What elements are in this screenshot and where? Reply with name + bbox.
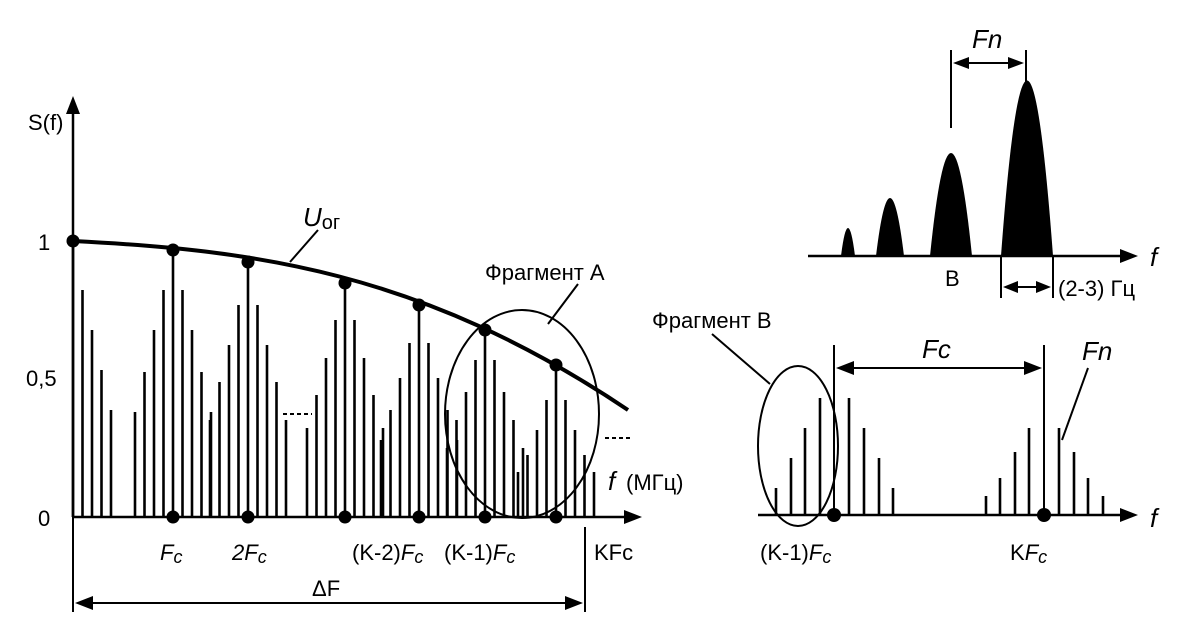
fragment-a-label: Фрагмент А (485, 260, 605, 285)
fragment-b-leader (711, 333, 771, 385)
x-axis-arrow (624, 510, 642, 524)
fn-arrow-right (1008, 57, 1024, 69)
axis-dot (338, 510, 352, 524)
x-tick-k2fc: (K-2)Fc (352, 540, 423, 567)
x-tick-kfc: KFc (594, 540, 633, 565)
w-arrow-right (1036, 281, 1051, 293)
y-axis-label: S(f) (28, 110, 63, 135)
envelope-curve (72, 239, 630, 412)
envelope-dot (478, 323, 492, 337)
envelope-dot (549, 358, 563, 372)
tr-axis-arrow (1120, 249, 1138, 263)
axis-dot (241, 510, 255, 524)
x-axis-f-label: f (608, 466, 618, 496)
fragment-a-leader (547, 283, 579, 325)
envelope-dot (241, 255, 255, 269)
br-fc-label: Fc (922, 334, 951, 364)
envelope-dot (66, 234, 80, 248)
br-axis-label: f (1150, 503, 1160, 533)
envelope-label-leader (289, 229, 319, 263)
br-dot-left (827, 508, 841, 522)
envelope-dot (166, 243, 180, 257)
lobe-1 (841, 228, 855, 256)
fragment-b-ellipse (757, 365, 839, 527)
delta-arrow-left (75, 596, 93, 610)
delta-label: ΔF (312, 576, 340, 601)
y-tick-1: 1 (38, 230, 50, 255)
br-dot-right (1037, 508, 1051, 522)
envelope-dots (66, 234, 563, 524)
w-arrow-left (1003, 281, 1018, 293)
fn-arrow-left (953, 57, 969, 69)
bottom-right-chart: f Fc Fn Фрагмент В (K-1)Fc KFc (652, 308, 1160, 567)
tr-b-label: В (945, 266, 960, 291)
lobe-4 (1001, 80, 1053, 256)
br-fn-leader (1061, 367, 1089, 441)
envelope-dot (338, 276, 352, 290)
tr-fn-label: Fn (972, 24, 1002, 54)
lobe-3 (930, 153, 972, 256)
x-axis-unit-label: (МГц) (626, 470, 684, 495)
axis-dot (412, 510, 426, 524)
y-tick-0: 0 (38, 506, 50, 531)
top-right-chart: f Fn В (2-3) Гц (808, 24, 1160, 301)
br-fc-arrow-right (1024, 361, 1042, 375)
x-tick-fc: Fc (160, 540, 182, 567)
br-axis-arrow (1120, 508, 1138, 522)
br-tick-left: (K-1)Fc (760, 540, 831, 567)
x-tick-k1fc: (K-1)Fc (444, 540, 515, 567)
axis-dot (549, 510, 563, 524)
br-tick-right: KFc (1010, 540, 1047, 567)
delta-arrow-right (565, 596, 583, 610)
lobe-2 (876, 198, 904, 256)
br-fn-label: Fn (1082, 336, 1112, 366)
br-fc-arrow-left (836, 361, 854, 375)
x-tick-2fc: 2Fc (231, 540, 267, 567)
fragment-b-label: Фрагмент В (652, 308, 772, 333)
spectral-lines (71, 241, 596, 517)
fragment-a-ellipse (444, 309, 600, 519)
br-spectral-lines (774, 398, 1105, 515)
axis-dot (166, 510, 180, 524)
tr-width-label: (2-3) Гц (1058, 276, 1135, 301)
envelope-label: Uог (303, 202, 340, 234)
y-axis-arrow (66, 96, 80, 114)
axis-dot (478, 510, 492, 524)
y-tick-half: 0,5 (26, 366, 57, 391)
left-chart: S(f) 1 0,5 0 Uог Фрагмент А f (МГц) Fc 2… (26, 96, 684, 612)
envelope-dot (412, 298, 426, 312)
tr-axis-label: f (1150, 242, 1160, 272)
